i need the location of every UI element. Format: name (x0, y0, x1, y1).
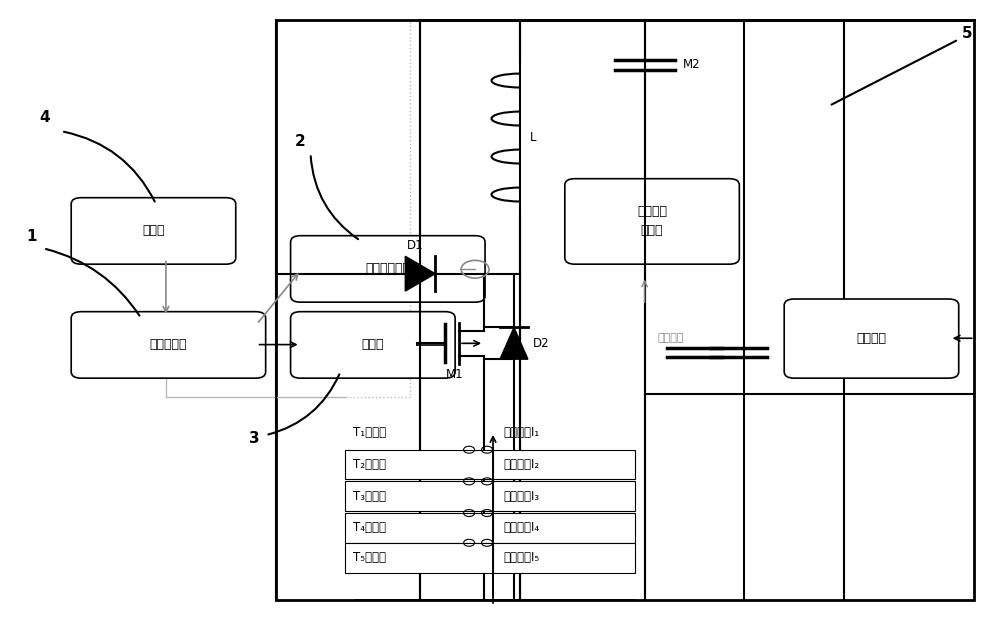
Bar (493, 543, 635, 572)
Text: T₁时间段: T₁时间段 (353, 426, 387, 439)
Text: 变压电源: 变压电源 (856, 332, 886, 345)
Polygon shape (500, 328, 528, 359)
Text: T₄时间段: T₄时间段 (353, 522, 386, 534)
Bar (493, 513, 635, 543)
Text: 放电电容: 放电电容 (658, 333, 684, 343)
FancyBboxPatch shape (71, 312, 266, 378)
Text: 检测过流I₅: 检测过流I₅ (503, 551, 539, 564)
FancyBboxPatch shape (71, 198, 236, 264)
Text: L: L (530, 131, 536, 144)
Bar (493, 450, 635, 480)
Text: 检测过流I₁: 检测过流I₁ (503, 426, 539, 439)
Bar (276, 20, 974, 600)
Bar (345, 450, 493, 480)
Text: 4: 4 (39, 109, 50, 125)
Text: 5: 5 (962, 26, 972, 41)
FancyBboxPatch shape (291, 312, 455, 378)
Text: 检测过流I₄: 检测过流I₄ (503, 522, 539, 534)
Text: T₅时间段: T₅时间段 (353, 551, 386, 564)
Text: 电流检测装置: 电流检测装置 (365, 263, 410, 275)
Text: 检测过流I₂: 检测过流I₂ (503, 458, 539, 471)
Text: 3: 3 (249, 431, 259, 446)
Text: 1: 1 (26, 229, 37, 244)
FancyBboxPatch shape (291, 236, 485, 302)
Text: M2: M2 (682, 59, 700, 71)
Bar (345, 481, 493, 511)
Text: M1: M1 (446, 368, 464, 381)
Text: D1: D1 (407, 238, 424, 252)
Text: 计算机: 计算机 (142, 225, 165, 237)
Bar (345, 513, 493, 543)
Bar (493, 481, 635, 511)
Text: 驱动器: 驱动器 (362, 338, 384, 352)
Bar (276, 20, 410, 397)
FancyBboxPatch shape (565, 179, 739, 264)
Text: 检测过流I₃: 检测过流I₃ (503, 490, 539, 502)
Text: 时序控制器: 时序控制器 (150, 338, 187, 352)
Polygon shape (405, 256, 435, 291)
Text: T₃时间段: T₃时间段 (353, 490, 386, 502)
FancyBboxPatch shape (784, 299, 959, 378)
Text: T₂时间段: T₂时间段 (353, 458, 386, 471)
Text: D2: D2 (533, 337, 550, 350)
Bar (345, 543, 493, 572)
Text: 2: 2 (295, 134, 305, 149)
Text: 保护开关
控制器: 保护开关 控制器 (637, 205, 667, 237)
